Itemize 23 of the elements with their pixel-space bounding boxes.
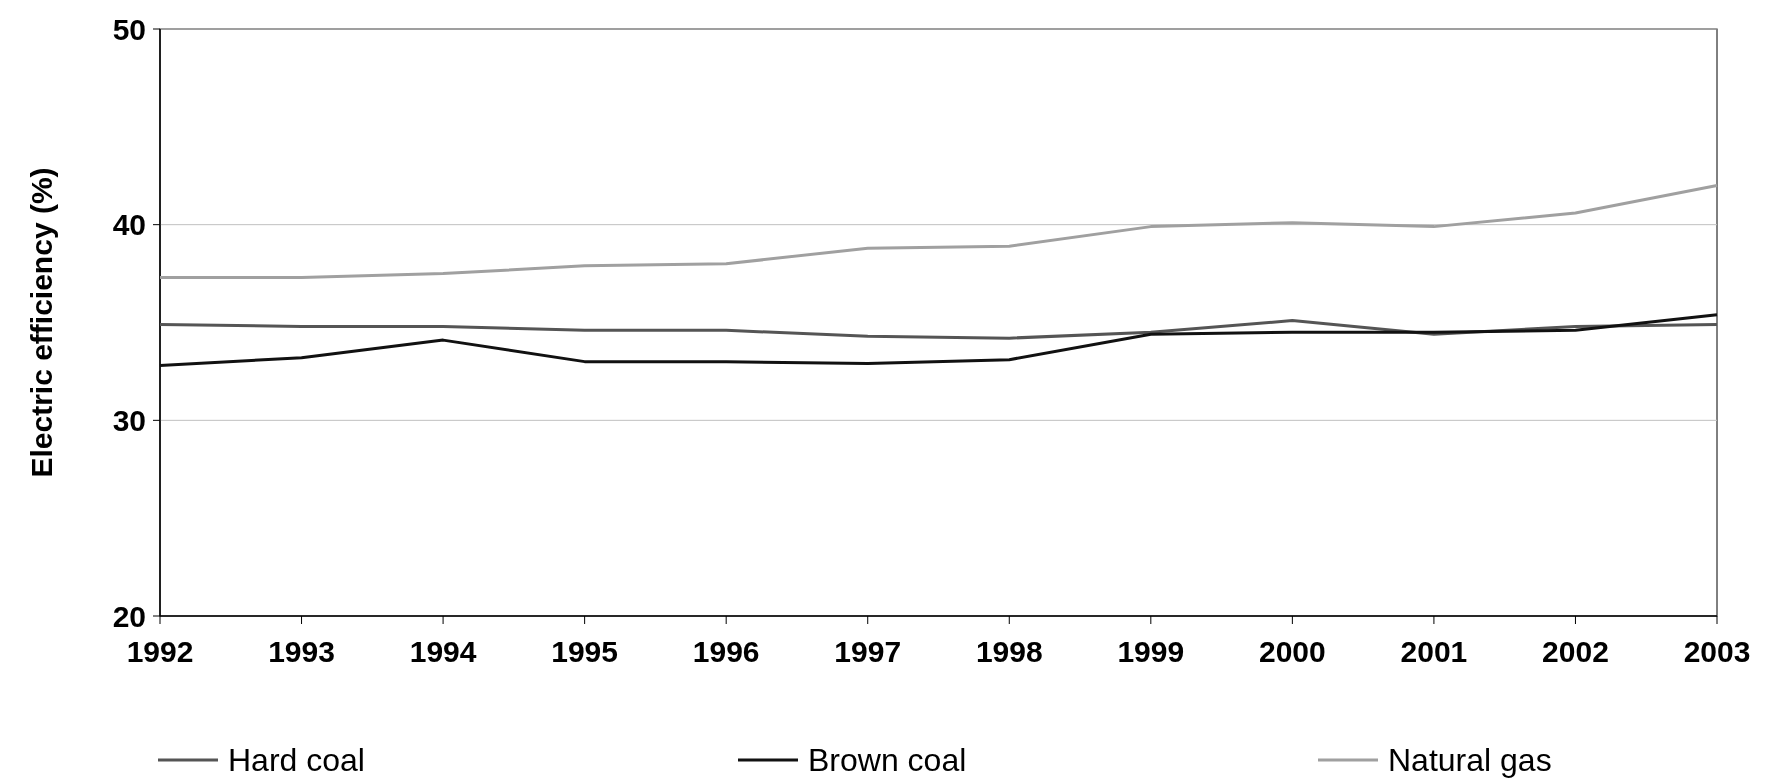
x-tick-label: 2002: [1542, 635, 1609, 668]
x-tick-label: 1995: [551, 635, 619, 668]
x-tick-label: 1999: [1117, 635, 1185, 668]
y-tick-label: 40: [112, 208, 146, 242]
x-tick-label: 2001: [1400, 635, 1468, 668]
y-tick-label: 50: [112, 12, 146, 46]
x-tick-label: 1994: [409, 635, 477, 668]
x-tick-label: 2000: [1258, 635, 1326, 668]
x-tick-label: 1992: [126, 635, 194, 668]
x-tick-label: 1996: [692, 635, 760, 668]
y-tick-label: 20: [112, 599, 146, 633]
x-tick-label: 1997: [834, 635, 902, 668]
legend-label: Hard coal: [228, 742, 365, 779]
legend-label: Brown coal: [808, 742, 967, 779]
x-tick-label: 2003: [1683, 635, 1751, 668]
line-series: [158, 313, 1719, 368]
line-series: [158, 184, 1719, 279]
legend-label: Natural gas: [1388, 742, 1552, 779]
y-axis-title: Electric efficiency (%): [25, 167, 58, 478]
x-tick-label: 1998: [975, 635, 1043, 668]
line-series: [158, 319, 1719, 340]
y-tick-label: 30: [112, 403, 146, 437]
x-tick-label: 1993: [268, 635, 335, 668]
